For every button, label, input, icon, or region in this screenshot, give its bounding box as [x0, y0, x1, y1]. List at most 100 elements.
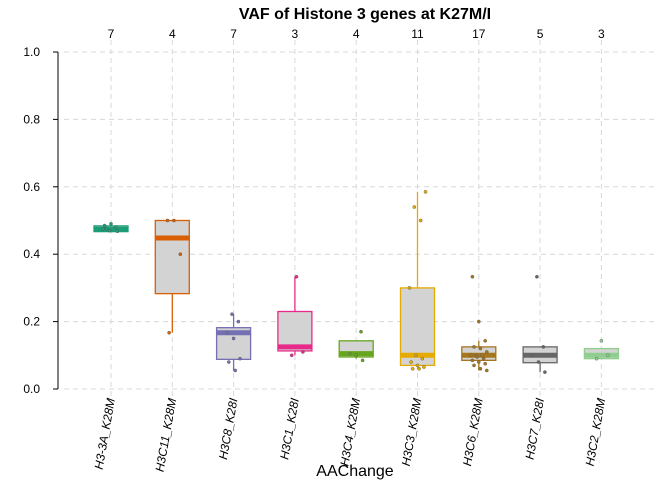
data-point	[422, 365, 426, 369]
box-H3-3A_K28M	[93, 224, 129, 233]
y-tick-label: 0.8	[23, 112, 40, 126]
box-H3C7_K28I	[522, 346, 558, 373]
data-point	[420, 356, 425, 361]
data-point	[359, 329, 363, 334]
box-H3C6_K28M	[461, 340, 497, 371]
box-iqr	[399, 287, 436, 367]
data-point	[231, 336, 236, 341]
data-point	[475, 355, 480, 359]
data-point	[423, 190, 428, 194]
data-point	[172, 218, 176, 223]
y-axis: 0.0 0.2 0.4 0.6 0.8 1.0	[23, 45, 59, 396]
data-point	[104, 226, 108, 231]
data-point	[484, 350, 489, 354]
y-tick-label: 0.6	[23, 180, 40, 194]
data-point	[236, 319, 241, 324]
data-point	[410, 366, 415, 371]
count-label: 3	[598, 27, 605, 41]
data-point	[415, 363, 420, 368]
data-point	[483, 339, 488, 343]
x-tick-label: H3C2_K28M	[583, 397, 609, 467]
data-point	[102, 223, 107, 228]
data-point	[407, 286, 412, 290]
data-point	[178, 252, 183, 256]
data-point	[594, 356, 599, 361]
data-point	[417, 366, 421, 371]
count-label: 7	[108, 27, 115, 41]
x-tick-label: H3C7_K28I	[522, 396, 547, 460]
data-point	[476, 360, 481, 364]
chart-title: VAF of Histone 3 genes at K27M/I	[239, 6, 491, 23]
box-H3C8_K28I	[215, 314, 252, 371]
x-tick-label: H3C6_K28M	[460, 397, 486, 467]
data-point	[412, 205, 417, 209]
x-tick-label: H3C8_K28I	[216, 396, 241, 460]
data-point	[238, 356, 242, 361]
data-point	[354, 353, 359, 358]
count-label: 7	[230, 27, 237, 41]
data-point	[484, 368, 489, 373]
sample-count-labels: 7 4 7 3 4 11 17 5 3	[108, 27, 605, 41]
data-point	[289, 353, 294, 358]
data-point	[483, 361, 488, 366]
y-tick-label: 0.2	[23, 315, 40, 329]
data-point	[418, 218, 423, 223]
data-points	[101, 190, 610, 374]
boxes	[93, 191, 620, 373]
data-point	[472, 345, 476, 349]
count-label: 5	[537, 27, 544, 41]
data-point	[233, 368, 237, 373]
count-label: 11	[411, 27, 424, 41]
y-tick-label: 1.0	[23, 45, 40, 59]
x-tick-label: H3C11_K28M	[153, 397, 180, 473]
count-label: 4	[353, 27, 360, 41]
box-iqr	[277, 310, 313, 352]
data-point	[109, 222, 113, 226]
data-point	[472, 363, 476, 368]
data-point	[480, 353, 484, 358]
count-label: 17	[472, 27, 486, 41]
data-point	[476, 319, 481, 324]
data-point	[606, 353, 610, 358]
x-tick-label: H3C4_K28M	[337, 397, 363, 467]
data-point	[225, 330, 229, 335]
y-tick-label: 0.0	[23, 382, 40, 396]
data-point	[294, 274, 299, 279]
x-tick-label: H3-3A_K28M	[92, 397, 118, 470]
count-label: 3	[292, 27, 299, 41]
data-point	[470, 274, 475, 279]
data-point	[468, 353, 473, 358]
data-point	[230, 312, 234, 316]
data-point	[165, 218, 170, 223]
data-point	[478, 366, 483, 371]
box-H3C3_K28M	[399, 191, 436, 369]
x-tick-label: H3C3_K28M	[399, 397, 425, 467]
data-point	[530, 353, 534, 358]
data-point	[301, 350, 305, 354]
data-point	[360, 358, 365, 363]
data-point	[115, 229, 120, 234]
x-tick-labels: H3-3A_K28M H3C11_K28M H3C8_K28I H3C1_K28I H3…	[92, 396, 609, 472]
box-H3C2_K28M	[583, 347, 620, 360]
data-point	[347, 351, 352, 356]
data-point	[535, 274, 539, 279]
data-point	[226, 360, 231, 364]
x-tick-label: H3C1_K28I	[277, 396, 302, 460]
data-point	[409, 360, 413, 364]
x-axis-title: AAChange	[316, 463, 393, 480]
y-tick-label: 0.4	[23, 247, 40, 261]
count-label: 4	[169, 27, 176, 41]
box-H3C11_K28M	[154, 219, 190, 333]
data-point	[478, 346, 483, 351]
data-point	[470, 358, 475, 363]
data-point	[107, 228, 112, 233]
data-point	[101, 227, 105, 231]
data-point	[414, 353, 418, 358]
box-iqr	[154, 219, 190, 295]
data-point	[543, 370, 547, 374]
data-point	[481, 356, 486, 361]
data-point	[167, 330, 171, 335]
data-point	[536, 360, 541, 364]
